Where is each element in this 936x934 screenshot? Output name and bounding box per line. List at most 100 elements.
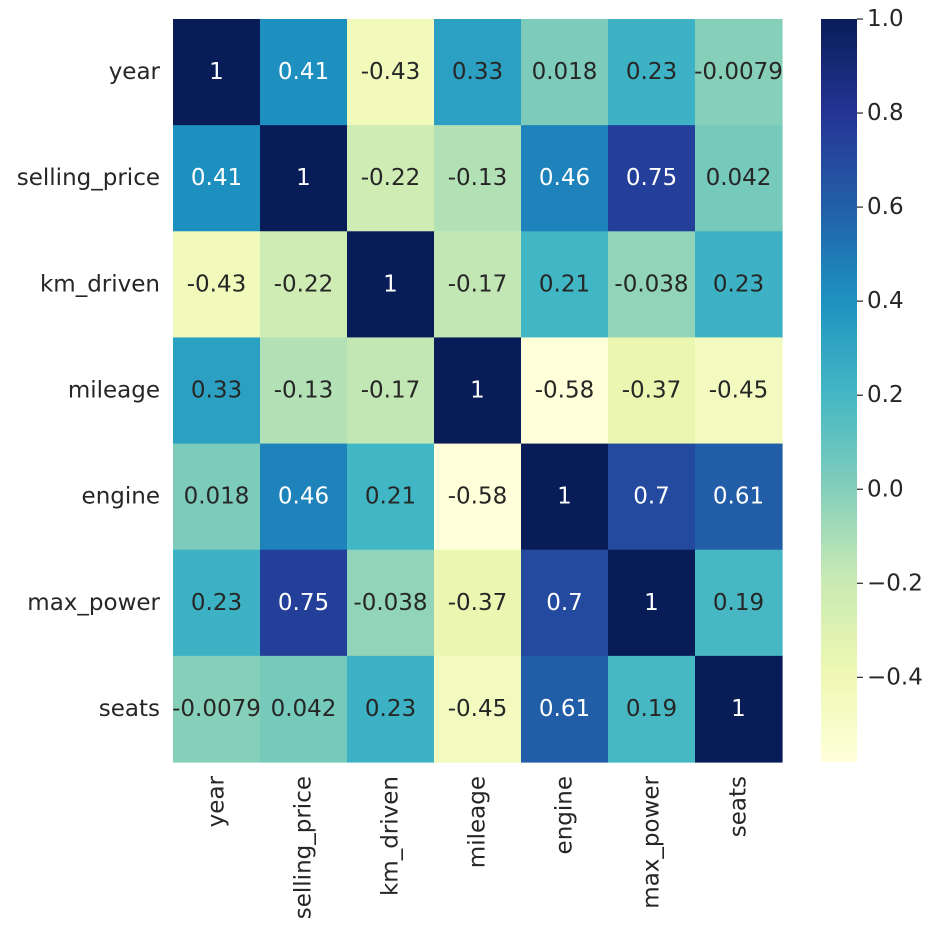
heatmap-cell [695,125,783,232]
y-tick-label: selling_price [17,165,160,191]
heatmap-cell-label: 0.042 [706,165,772,191]
heatmap-cell [347,231,435,339]
colorbar: 1.0 0.8 0.6 0.4 0.2 0.0 −0.2 −0.4 [821,6,923,762]
heatmap-cell [260,443,348,551]
heatmap-cell-label: 1 [209,59,224,85]
heatmap-cell [695,549,783,657]
heatmap-cell-label: -0.37 [622,378,682,404]
heatmap-cell [260,337,348,445]
heatmap-cell [434,549,522,657]
heatmap-annotations: 1 0.41 -0.43 0.33 0.018 0.23 -0.0079 0.41 1 -0.22… [172,59,783,722]
heatmap-cell-label: 0.75 [626,165,677,191]
heatmap-cell-label: 0.23 [713,271,764,297]
heatmap-cell [608,443,696,551]
heatmap-cell [608,125,696,232]
heatmap-cell-label: 0.33 [191,378,242,404]
heatmap-cell-label: -0.13 [274,378,334,404]
colorbar-gradient [821,19,857,762]
heatmap-cell [434,443,522,551]
heatmap-cell [173,655,261,763]
heatmap-cell-label: -0.37 [448,590,508,616]
heatmap-cell [695,655,783,763]
heatmap-cell-label: 0.7 [546,590,583,616]
colorbar-tick-label: 0.8 [867,100,904,126]
y-tick-label: year [109,59,161,85]
heatmap-cell-label: -0.13 [448,165,508,191]
heatmap-cell [260,231,348,339]
heatmap-cell [347,125,435,232]
heatmap-cell [173,231,261,339]
heatmap-cell-label: -0.58 [448,484,508,510]
colorbar-tick-label: 0.0 [867,476,904,502]
heatmap-cell-label: 0.19 [713,590,764,616]
heatmap-cell-label: 0.41 [191,165,242,191]
heatmap-cell [347,19,435,126]
heatmap-cell-label: 0.23 [365,696,416,722]
colorbar-tick-label: 0.4 [867,288,904,314]
heatmap-cell [347,443,435,551]
heatmap-cell-label: 1 [470,378,485,404]
heatmap-cell-label: -0.43 [361,59,421,85]
heatmap-cell-label: -0.0079 [172,696,261,722]
heatmap-cell-label: 0.23 [626,59,677,85]
heatmap-cell [434,655,522,763]
heatmap-cell [347,655,435,763]
heatmap-cell [695,231,783,339]
y-tick-label: engine [82,484,160,510]
heatmap-cell-label: 0.61 [713,484,764,510]
heatmap-cell [521,125,609,232]
heatmap-cell [347,549,435,657]
heatmap-cell [608,337,696,445]
y-tick-label: seats [99,696,160,722]
heatmap-cell-label: -0.17 [361,378,421,404]
y-tick-label: max_power [27,590,160,616]
colorbar-tick-label: −0.4 [867,664,923,690]
x-axis-tick-labels: year selling_price km_driven mileage engine m… [204,775,752,919]
heatmap-cell-label: 0.21 [365,484,416,510]
heatmap-cell-label: -0.43 [187,271,247,297]
x-tick-label: km_driven [378,776,404,896]
heatmap-cell [608,549,696,657]
heatmap-cell [347,337,435,445]
heatmap-cell-label: -0.58 [535,378,595,404]
heatmap-cell [608,231,696,339]
x-tick-label: engine [552,776,578,854]
x-tick-label: selling_price [291,776,317,919]
heatmap-cell [521,337,609,445]
heatmap-cell [434,337,522,445]
heatmap-cell [695,19,783,126]
colorbar-tick-label: −0.2 [867,570,923,596]
heatmap-cell-label: 0.23 [191,590,242,616]
heatmap-cell-label: 1 [731,696,746,722]
heatmap-cell [434,125,522,232]
heatmap-cell-label: 1 [644,590,659,616]
heatmap-cell [173,337,261,445]
colorbar-tick-label: 0.2 [867,382,904,408]
colorbar-tick-label: 1.0 [867,6,904,32]
heatmap-cell [173,19,261,126]
heatmap-cell [695,337,783,445]
heatmap-cell [173,125,261,232]
heatmap-cell [521,655,609,763]
heatmap-cell [695,443,783,551]
heatmap-cell-label: 1 [383,271,398,297]
heatmap-cell-label: -0.22 [361,165,421,191]
heatmap-cell-label: 0.7 [633,484,670,510]
heatmap-cell-label: -0.22 [274,271,334,297]
heatmap-cell-label: -0.038 [614,271,688,297]
heatmap-cell-label: 0.19 [626,696,677,722]
heatmap-cell-label: -0.45 [709,378,769,404]
heatmap-cell-label: -0.038 [353,590,427,616]
x-tick-label: max_power [639,775,665,908]
heatmap-cell [521,549,609,657]
heatmap-cell [521,19,609,126]
heatmap-cell [521,231,609,339]
heatmap-cell [260,655,348,763]
heatmap-cell [608,655,696,763]
heatmap-cell-label: -0.0079 [694,59,783,85]
heatmap-cell [434,19,522,126]
heatmap-cell-label: 0.33 [452,59,503,85]
heatmap-cell [434,231,522,339]
